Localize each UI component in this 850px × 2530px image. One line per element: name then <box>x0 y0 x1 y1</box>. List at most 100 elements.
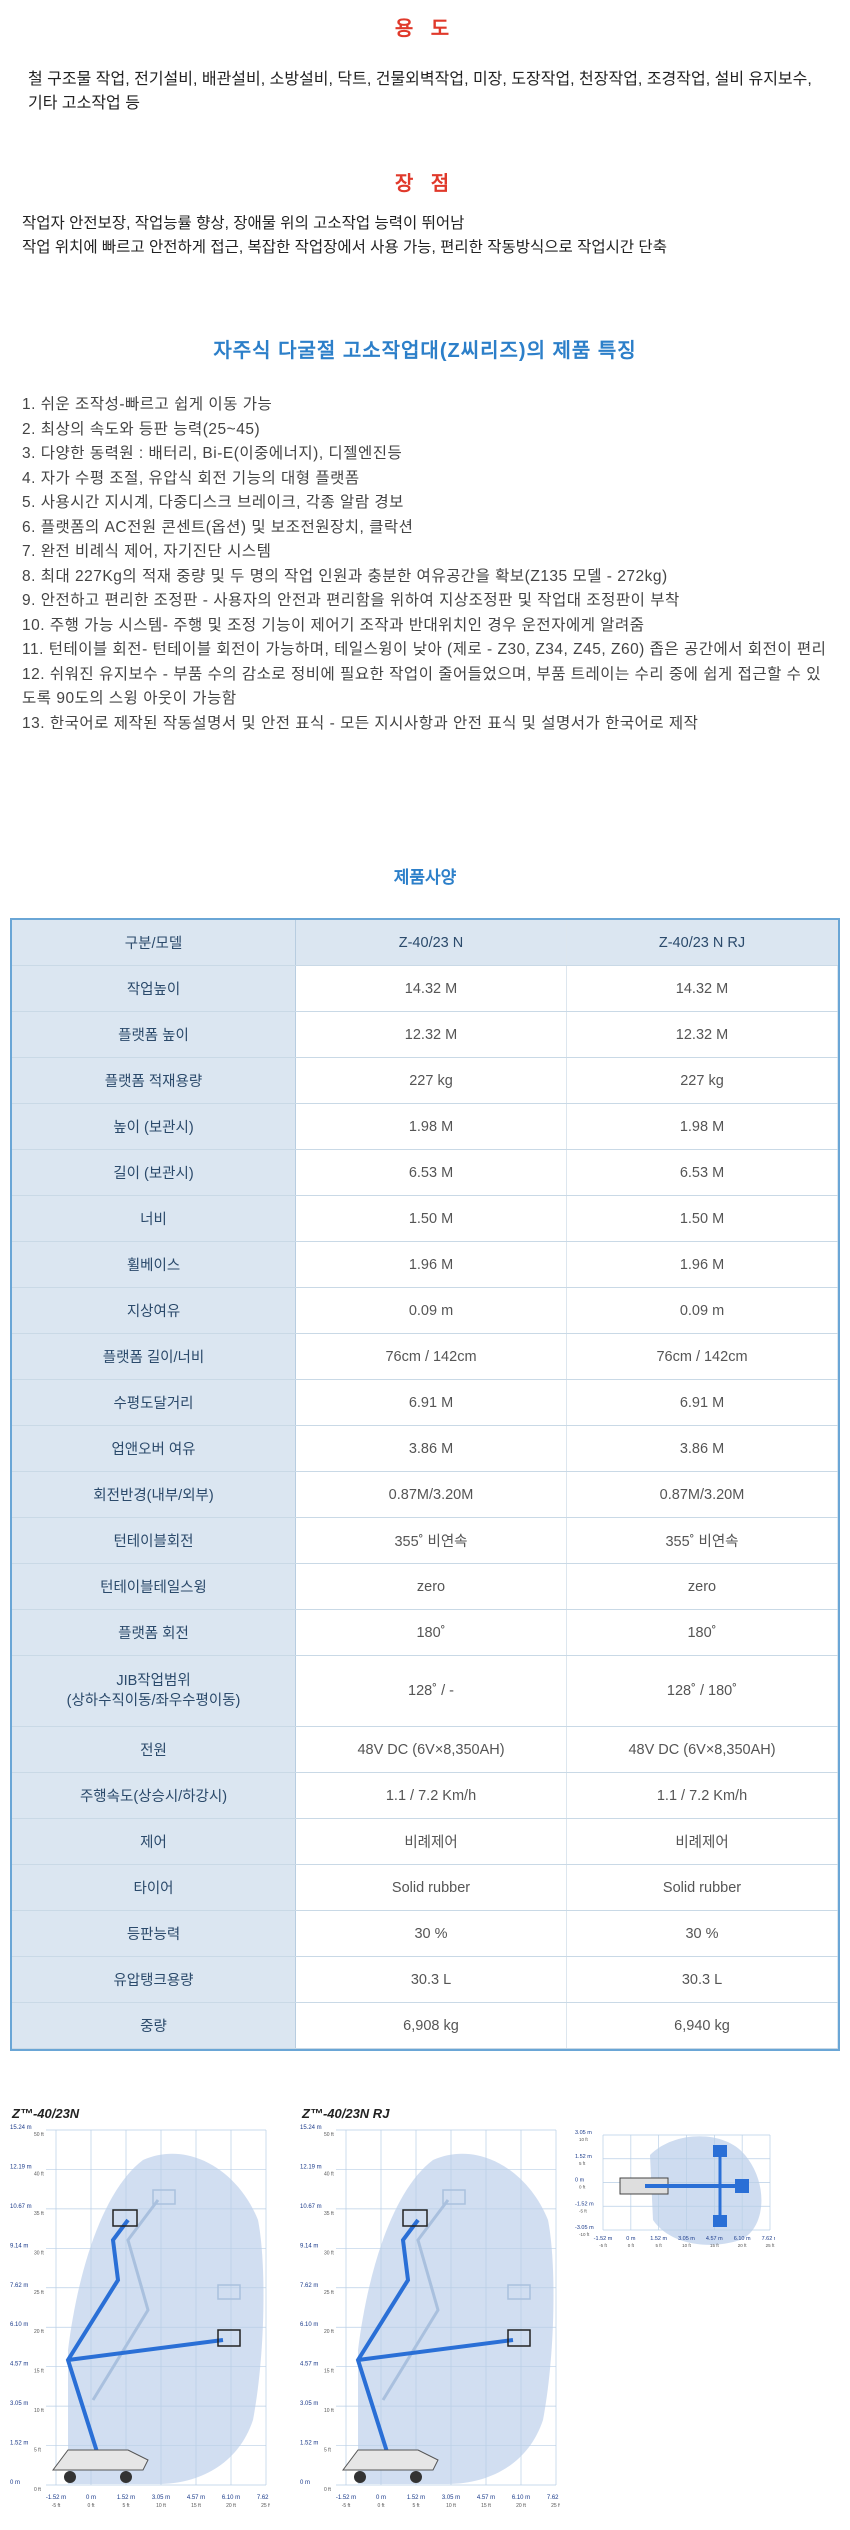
y-tick-m: 3.05 m <box>300 2401 318 2407</box>
range-diagram-z40-23n: Z™-40/23N 15.24 m 50 ft 12.19 m 40 ft 10.67 … <box>8 2100 270 2530</box>
y-tick-ft: -10 ft <box>579 2232 590 2237</box>
y-tick-m: 6.10 m <box>300 2322 318 2328</box>
spec-value-cell: 128˚ / - <box>295 1655 567 1727</box>
x-tick-ft: 20 ft <box>738 2243 748 2248</box>
x-tick-m: -1.52 m <box>46 2495 66 2501</box>
y-tick-m: 15.24 m <box>300 2125 322 2131</box>
x-tick-ft: 25 ft <box>261 2503 270 2509</box>
spec-value-cell: Solid rubber <box>566 1864 838 1911</box>
uses-title: 용 도 <box>394 18 456 40</box>
spec-row: 주행속도(상승시/하강시) 1.1 / 7.2 Km/h 1.1 / 7.2 Km/… <box>12 1772 838 1819</box>
spec-row: 중량 6,908 kg 6,940 kg <box>12 2002 838 2049</box>
advantages-title: 장 점 <box>394 173 456 195</box>
spec-value-cell: 1.1 / 7.2 Km/h <box>295 1772 567 1819</box>
y-tick-m: 0 m <box>10 2480 20 2486</box>
feature-item: 9. 안전하고 편리한 조정판 - 사용자의 안전과 편리함을 위하여 지상조정… <box>22 592 680 609</box>
y-tick-ft: 50 ft <box>34 2132 44 2138</box>
spec-row: 플랫폼 높이 12.32 M 12.32 M <box>12 1011 838 1058</box>
spec-value-cell: 128˚ / 180˚ <box>566 1655 838 1727</box>
spec-row: 유압탱크용량 30.3 L 30.3 L <box>12 1956 838 2003</box>
spec-row: 플랫폼 회전 180˚ 180˚ <box>12 1609 838 1656</box>
x-tick-m: 6.10 m <box>222 2495 240 2501</box>
spec-label-cell: 플랫폼 회전 <box>12 1609 296 1656</box>
spec-value-cell: 6.91 M <box>295 1379 567 1426</box>
spec-value-cell: 3.86 M <box>566 1425 838 1472</box>
range-chart: 15.24 m50 ft 12.19 m40 ft 10.67 m35 ft 9.14… <box>10 2125 270 2509</box>
spec-value-cell: 1.50 M <box>295 1195 567 1242</box>
spec-row: 길이 (보관시) 6.53 M 6.53 M <box>12 1149 838 1196</box>
spec-value-cell: 30.3 L <box>295 1956 567 2003</box>
spec-value-cell: 30 % <box>295 1910 567 1957</box>
spec-label-cell: 지상여유 <box>12 1287 296 1334</box>
y-tick-ft: 5 ft <box>579 2161 586 2166</box>
spec-value-cell: 1.50 M <box>566 1195 838 1242</box>
x-tick-ft: 10 ft <box>446 2503 456 2509</box>
feature-item: 1. 쉬운 조작성-빠르고 쉽게 이동 가능 <box>22 396 273 413</box>
x-tick-m: -1.52 m <box>594 2236 613 2242</box>
spec-label-cell: 작업높이 <box>12 965 296 1012</box>
spec-value-cell: 180˚ <box>295 1609 567 1656</box>
uses-text: 철 구조물 작업, 전기설비, 배관설비, 소방설비, 닥트, 건물외벽작업, … <box>28 71 812 112</box>
y-tick-ft: 10 ft <box>34 2408 44 2414</box>
spec-row: 턴테이블회전 355˚ 비연속 355˚ 비연속 <box>12 1517 838 1564</box>
spec-row: 등판능력 30 % 30 % <box>12 1910 838 1957</box>
spec-label-cell: 회전반경(내부/외부) <box>12 1471 296 1518</box>
y-tick-ft: 0 ft <box>324 2487 332 2493</box>
y-tick-ft: 35 ft <box>34 2211 44 2217</box>
spec-label-cell: 수평도달거리 <box>12 1379 296 1426</box>
spec-value-cell: 76cm / 142cm <box>295 1333 567 1380</box>
y-tick-ft: -5 ft <box>579 2208 588 2213</box>
spec-value-cell: Solid rubber <box>295 1864 567 1911</box>
feature-item: 5. 사용시간 지시계, 다중디스크 브레이크, 각종 알람 경보 <box>22 494 404 511</box>
y-tick-m: 4.57 m <box>300 2362 318 2368</box>
x-tick-ft: 15 ft <box>191 2503 201 2509</box>
y-tick-ft: 10 ft <box>579 2137 589 2142</box>
spec-row: 높이 (보관시) 1.98 M 1.98 M <box>12 1103 838 1150</box>
spec-label-cell: 중량 <box>12 2002 296 2049</box>
spec-value-cell: 1.96 M <box>566 1241 838 1288</box>
y-tick-ft: 5 ft <box>34 2448 42 2454</box>
feature-item: 4. 자가 수평 조절, 유압식 회전 기능의 대형 플랫폼 <box>22 469 360 487</box>
spec-value-cell: 180˚ <box>566 1609 838 1656</box>
spec-value-cell: 비례제어 <box>295 1818 567 1865</box>
spec-label-cell: 휠베이스 <box>12 1241 296 1288</box>
spec-row: 수평도달거리 6.91 M 6.91 M <box>12 1379 838 1426</box>
platform-basket <box>402 2209 428 2227</box>
spec-label-cell: 플랫폼 적재용량 <box>12 1057 296 1104</box>
spec-value-cell: zero <box>566 1563 838 1610</box>
y-tick-ft: 20 ft <box>34 2329 44 2335</box>
x-tick-m: -1.52 m <box>336 2495 356 2501</box>
y-tick-m: 0 m <box>575 2178 585 2184</box>
spec-value-cell: 12.32 M <box>566 1011 838 1058</box>
jib-arm <box>67 2338 224 2362</box>
spec-row: 작업높이 14.32 M 14.32 M <box>12 965 838 1012</box>
feature-item: 2. 최상의 속도와 등판 능력(25~45) <box>22 420 261 438</box>
y-tick-ft: 0 ft <box>34 2487 42 2493</box>
spec-label-cell: 플랫폼 길이/너비 <box>12 1333 296 1380</box>
spec-value-cell: 355˚ 비연속 <box>295 1517 567 1564</box>
spec-label-cell: 턴테이블회전 <box>12 1517 296 1564</box>
x-tick-m: 3.05 m <box>152 2495 170 2501</box>
spec-label-cell: 전원 <box>12 1726 296 1773</box>
x-tick-m: 1.52 m <box>407 2495 425 2501</box>
spec-label-cell: 너비 <box>12 1195 296 1242</box>
boom-arm <box>355 2218 420 2456</box>
spec-value-cell: 48V DC (6V×8,350AH) <box>295 1726 567 1773</box>
spec-title: 제품사양 <box>393 868 457 887</box>
spec-value-cell: Z-40/23 N <box>295 920 567 966</box>
x-tick-ft: 10 ft <box>156 2503 166 2509</box>
y-tick-m: 7.62 m <box>300 2283 318 2289</box>
x-tick-m: 3.05 m <box>442 2495 460 2501</box>
y-tick-ft: 25 ft <box>324 2290 334 2296</box>
spec-value-cell: 14.32 M <box>295 965 567 1012</box>
spec-row: 너비 1.50 M 1.50 M <box>12 1195 838 1242</box>
x-tick-m: 0 m <box>376 2495 386 2501</box>
spec-value-cell: 48V DC (6V×8,350AH) <box>566 1726 838 1773</box>
x-tick-ft: 10 ft <box>682 2243 692 2248</box>
wheel <box>410 2471 422 2483</box>
feature-item: 13. 한국어로 제작된 작동설명서 및 안전 표식 - 모든 지시사항과 안전… <box>22 714 699 732</box>
spec-value-cell: 비례제어 <box>566 1818 838 1865</box>
spec-table: 구분/모델 Z-40/23 N Z-40/23 N RJ 작업높이 14.32 M 14.… <box>12 920 838 2049</box>
x-tick-m: 7.62 m <box>547 2495 560 2501</box>
y-tick-ft: 30 ft <box>324 2250 334 2256</box>
